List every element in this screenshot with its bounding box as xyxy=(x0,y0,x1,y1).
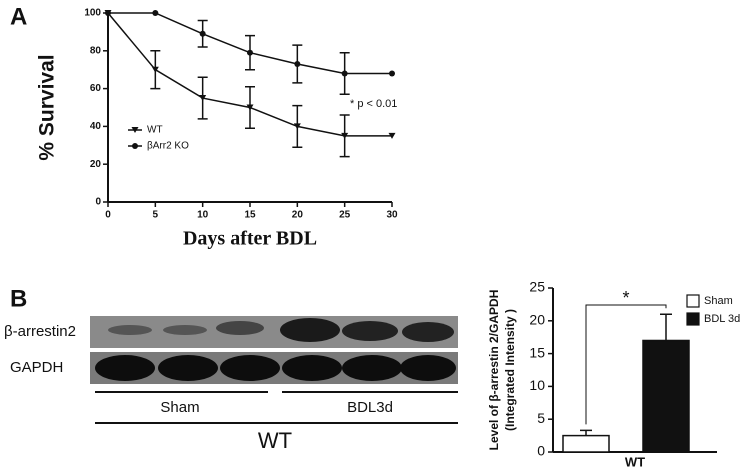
marker xyxy=(341,132,349,139)
marker xyxy=(247,49,253,56)
legend-label: BDL 3d xyxy=(704,313,740,325)
x-tick-label: 25 xyxy=(339,210,351,221)
band xyxy=(158,355,218,381)
y-tick-label: 60 xyxy=(90,83,102,94)
panel-label: A xyxy=(10,3,27,30)
y-tick-label: 0 xyxy=(95,197,101,208)
blot xyxy=(90,316,458,424)
genotype-label: WT xyxy=(258,428,292,453)
y-tick-label: 5 xyxy=(537,410,545,426)
band xyxy=(220,355,280,381)
marker xyxy=(151,66,159,73)
band xyxy=(342,321,398,341)
bar xyxy=(642,339,690,453)
y-tick-label: 0 xyxy=(537,443,545,459)
error-bar xyxy=(660,313,672,341)
marker xyxy=(388,132,396,139)
y-tick-label: 15 xyxy=(529,344,545,360)
marker xyxy=(293,123,301,130)
band xyxy=(280,318,340,342)
marker xyxy=(294,61,301,68)
band xyxy=(108,325,152,335)
marker xyxy=(246,104,254,111)
annotation: * xyxy=(622,288,629,308)
marker xyxy=(105,10,111,16)
band xyxy=(282,355,342,381)
legend-label: Sham xyxy=(704,295,733,307)
y-axis-label: (Integrated Intensity ) xyxy=(503,309,517,431)
significance-bracket xyxy=(585,304,667,425)
x-axis-label: Days after BDL xyxy=(183,228,317,250)
band xyxy=(400,355,456,381)
band xyxy=(342,355,402,381)
marker xyxy=(389,70,395,77)
y-axis-label: Level of β-arrestin 2/GAPDH xyxy=(487,290,501,451)
group-label: Sham xyxy=(160,399,199,416)
y-tick-label: 100 xyxy=(84,8,101,19)
y-tick-label: 20 xyxy=(90,159,102,170)
y-axis-label: % Survival xyxy=(36,54,59,160)
y-tick-label: 20 xyxy=(529,312,545,328)
x-tick-label: WT xyxy=(625,454,645,469)
y-tick-label: 25 xyxy=(529,279,545,295)
legend-marker xyxy=(131,127,139,133)
marker xyxy=(152,10,159,16)
x-tick-label: 30 xyxy=(386,210,398,221)
bar xyxy=(562,434,610,453)
panel-label: B xyxy=(10,285,27,312)
legend-swatch xyxy=(686,312,700,326)
legend-label: WT xyxy=(147,125,163,136)
error-bar xyxy=(580,429,592,436)
x-tick-label: 20 xyxy=(292,210,304,221)
y-tick-label: 80 xyxy=(90,45,102,56)
legend-marker xyxy=(132,143,138,149)
band xyxy=(402,322,454,342)
y-tick-label: 10 xyxy=(529,377,545,393)
legend-label: βArr2 KO xyxy=(147,141,189,152)
blot-row-label: β-arrestin2 xyxy=(4,323,76,340)
band xyxy=(216,321,264,335)
band xyxy=(95,355,155,381)
annotation: * p < 0.01 xyxy=(350,98,397,110)
blot-row-label: GAPDH xyxy=(10,359,63,376)
x-tick-label: 0 xyxy=(105,210,111,221)
y-tick-label: 40 xyxy=(90,121,102,132)
x-tick-label: 10 xyxy=(197,210,209,221)
legend-swatch xyxy=(686,294,700,308)
x-tick-label: 5 xyxy=(153,210,159,221)
marker xyxy=(341,70,348,77)
x-tick-label: 15 xyxy=(244,210,256,221)
marker xyxy=(199,30,206,37)
marker xyxy=(199,95,207,102)
group-label: BDL3d xyxy=(347,399,393,416)
band xyxy=(163,325,207,335)
